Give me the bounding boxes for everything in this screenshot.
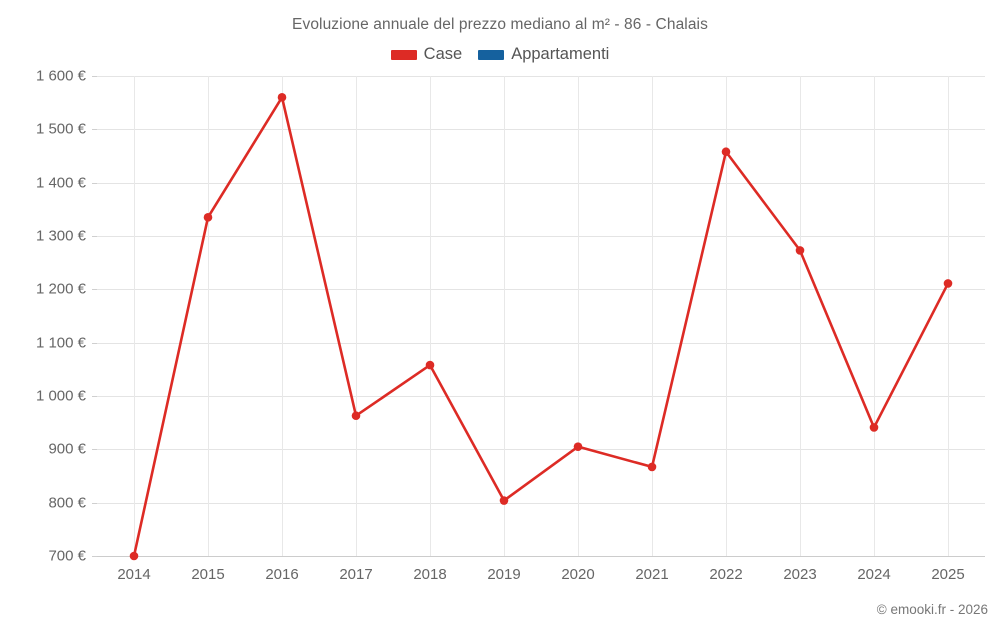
gridline-vertical — [874, 76, 875, 556]
gridline-vertical — [208, 76, 209, 556]
x-axis-tick-label: 2023 — [783, 566, 817, 583]
y-axis-tick-label: 1 200 € — [35, 280, 86, 298]
gridline-horizontal — [97, 129, 985, 131]
y-axis-tick-label: 800 € — [48, 494, 86, 512]
y-axis-tick-label: 1 500 € — [35, 120, 86, 138]
y-axis-tick — [92, 76, 97, 77]
gridline-vertical — [948, 76, 949, 556]
legend-item-case[interactable]: Case — [390, 45, 463, 64]
x-axis-tick-label: 2017 — [339, 566, 373, 583]
gridline-horizontal — [97, 449, 985, 451]
y-axis-tick — [92, 449, 97, 451]
gridline-vertical — [282, 76, 283, 556]
gridline-vertical — [134, 76, 135, 556]
y-axis-tick-label: 900 € — [48, 440, 86, 458]
y-axis-tick — [92, 289, 97, 291]
gridline-vertical — [430, 76, 431, 556]
chart-legend: Case Appartamenti — [0, 45, 1000, 64]
gridline-horizontal — [97, 396, 985, 397]
y-axis-tick — [92, 129, 97, 131]
x-axis-line — [97, 556, 985, 557]
gridline-vertical — [800, 76, 801, 556]
x-axis-tick-label: 2024 — [857, 566, 891, 583]
x-axis-tick-label: 2015 — [191, 566, 225, 583]
y-axis-tick-label: 700 € — [48, 547, 86, 565]
y-axis-tick — [92, 236, 97, 237]
plot-area — [97, 76, 985, 557]
y-axis-tick — [92, 502, 97, 504]
y-axis-tick — [92, 556, 97, 557]
y-axis-tick — [92, 182, 97, 184]
gridline-horizontal — [97, 236, 985, 237]
gridline-vertical — [578, 76, 579, 556]
gridline-vertical — [726, 76, 727, 556]
gridline-vertical — [652, 76, 653, 556]
gridline-horizontal — [97, 502, 985, 504]
legend-item-appartamenti[interactable]: Appartamenti — [478, 45, 609, 64]
x-axis-tick-label: 2018 — [413, 566, 447, 583]
gridline-vertical — [356, 76, 357, 556]
gridline-horizontal — [97, 182, 985, 184]
y-axis-tick — [92, 396, 97, 397]
legend-label-case: Case — [423, 45, 463, 63]
x-axis-tick-label: 2025 — [931, 566, 965, 583]
gridline-horizontal — [97, 76, 985, 77]
x-axis-tick-label: 2016 — [265, 566, 299, 583]
chart-title: Evoluzione annuale del prezzo mediano al… — [292, 16, 708, 33]
legend-swatch-case — [390, 49, 417, 60]
x-axis-tick-label: 2021 — [635, 566, 669, 583]
y-axis-tick-label: 1 000 € — [35, 387, 86, 405]
y-axis-tick-label: 1 100 € — [35, 334, 86, 352]
legend-swatch-appartamenti — [478, 49, 505, 60]
legend-label-appartamenti: Appartamenti — [511, 45, 610, 63]
y-axis-tick-label: 1 300 € — [35, 227, 86, 245]
x-axis-tick-label: 2014 — [117, 566, 151, 583]
y-axis-tick-label: 1 400 € — [35, 174, 86, 192]
y-axis-tick — [92, 342, 97, 344]
gridline-vertical — [504, 76, 505, 556]
x-axis-tick-label: 2020 — [561, 566, 595, 583]
credit-text: © emooki.fr - 2026 — [876, 602, 988, 617]
x-axis-tick-label: 2022 — [709, 566, 743, 583]
gridline-horizontal — [97, 289, 985, 291]
y-axis-tick-label: 1 600 € — [35, 67, 86, 85]
gridline-horizontal — [97, 342, 985, 344]
x-axis-tick-label: 2019 — [487, 566, 521, 583]
